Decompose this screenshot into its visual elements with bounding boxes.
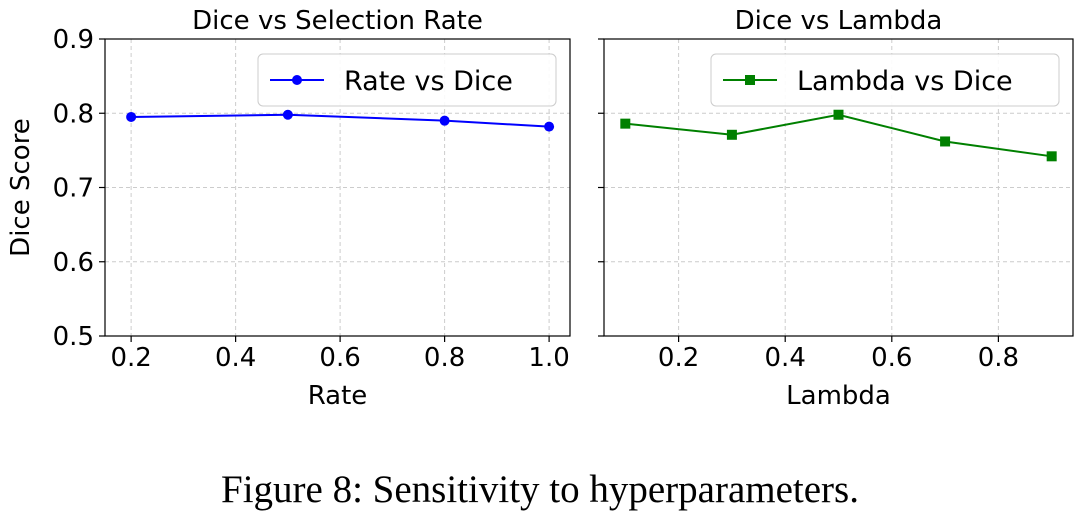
rate-chart-panel: 0.2 0.4 0.6 0.8 1.0 0.5 0.6 0.7 0.8 0.9 Dice vs Se… xyxy=(6,6,571,411)
lambda-data-point xyxy=(940,136,951,147)
rate-data-point xyxy=(282,109,293,120)
lambda-x-tick-label: 0.2 xyxy=(658,343,699,373)
rate-data-point xyxy=(439,115,450,126)
rate-y-axis-label: Dice Score xyxy=(6,118,36,257)
rate-y-tick-label: 0.9 xyxy=(53,25,94,55)
lambda-legend-label: Lambda vs Dice xyxy=(797,66,1013,97)
rate-legend-marker xyxy=(292,75,302,85)
lambda-x-axis-label: Lambda xyxy=(786,381,891,411)
rate-y-tick-label: 0.8 xyxy=(53,99,94,129)
lambda-x-tick-label: 0.8 xyxy=(978,343,1019,373)
lambda-data-point xyxy=(1046,151,1057,162)
rate-data-point xyxy=(126,111,137,122)
lambda-legend-marker xyxy=(745,75,755,85)
lambda-chart-panel: 0.2 0.4 0.6 0.8 Dice vs Lambda Lambda Lambda v… xyxy=(598,6,1074,411)
rate-chart-title: Dice vs Selection Rate xyxy=(192,6,483,36)
rate-data-point xyxy=(544,121,555,132)
rate-x-tick-label: 0.4 xyxy=(215,343,256,373)
rate-x-axis-label: Rate xyxy=(308,381,368,411)
rate-y-tick-label: 0.6 xyxy=(53,248,94,278)
lambda-data-point xyxy=(620,118,631,129)
rate-legend-label: Rate vs Dice xyxy=(344,66,513,97)
rate-y-tick-label: 0.7 xyxy=(53,174,94,204)
lambda-legend-box xyxy=(710,53,1060,107)
lambda-data-point xyxy=(833,109,844,120)
rate-x-tick-label: 0.2 xyxy=(110,343,151,373)
lambda-x-tick-label: 0.6 xyxy=(871,343,912,373)
rate-series-line xyxy=(131,113,550,128)
lambda-chart-title: Dice vs Lambda xyxy=(735,6,943,36)
rate-legend-box xyxy=(257,53,557,107)
rate-y-tick-label: 0.5 xyxy=(53,322,94,352)
rate-x-tick-label: 0.6 xyxy=(319,343,360,373)
lambda-x-tick-label: 0.4 xyxy=(765,343,806,373)
rate-x-tick-label: 1.0 xyxy=(528,343,569,373)
figure-caption: Figure 8: Sensitivity to hyperparameters… xyxy=(221,468,859,511)
lambda-data-point xyxy=(726,129,737,140)
rate-x-tick-label: 0.8 xyxy=(424,343,465,373)
lambda-series-line xyxy=(625,113,1052,158)
